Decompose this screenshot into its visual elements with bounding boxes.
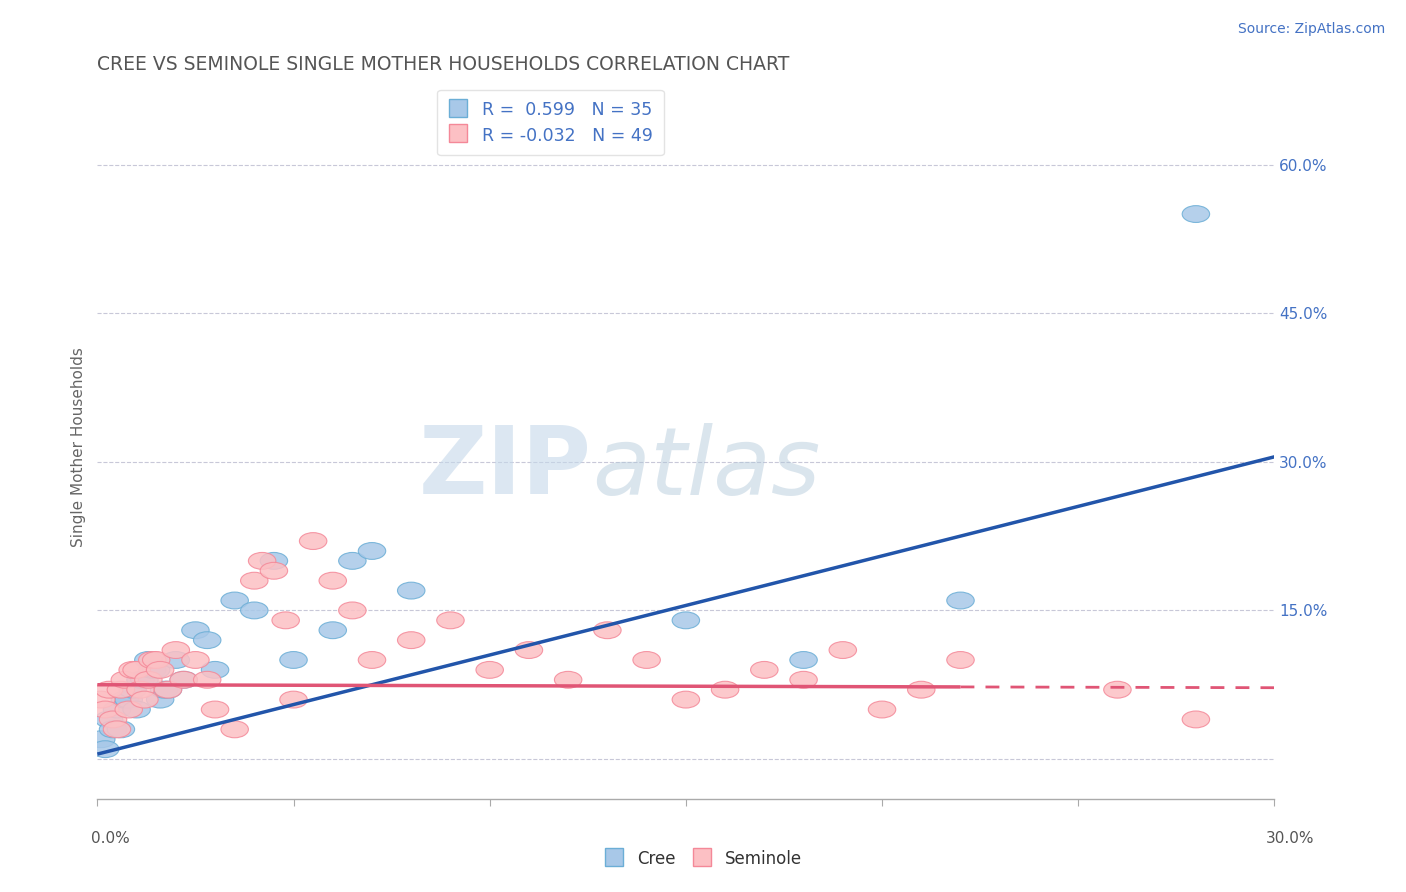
Ellipse shape (280, 691, 308, 708)
Text: Source: ZipAtlas.com: Source: ZipAtlas.com (1237, 22, 1385, 37)
Ellipse shape (201, 701, 229, 718)
Ellipse shape (162, 641, 190, 658)
Ellipse shape (249, 552, 276, 569)
Legend: Cree, Seminole: Cree, Seminole (598, 843, 808, 875)
Ellipse shape (221, 592, 249, 609)
Ellipse shape (122, 662, 150, 678)
Ellipse shape (150, 681, 177, 698)
Ellipse shape (96, 681, 122, 698)
Ellipse shape (120, 662, 146, 678)
Ellipse shape (240, 602, 269, 619)
Ellipse shape (907, 681, 935, 698)
Y-axis label: Single Mother Households: Single Mother Households (72, 347, 86, 547)
Ellipse shape (155, 681, 181, 698)
Ellipse shape (170, 672, 197, 689)
Ellipse shape (1182, 206, 1209, 222)
Ellipse shape (515, 641, 543, 658)
Ellipse shape (260, 552, 288, 569)
Ellipse shape (142, 651, 170, 668)
Ellipse shape (181, 651, 209, 668)
Ellipse shape (477, 662, 503, 678)
Ellipse shape (115, 701, 142, 718)
Ellipse shape (339, 602, 366, 619)
Ellipse shape (122, 701, 150, 718)
Text: CREE VS SEMINOLE SINGLE MOTHER HOUSEHOLDS CORRELATION CHART: CREE VS SEMINOLE SINGLE MOTHER HOUSEHOLD… (97, 55, 790, 74)
Ellipse shape (170, 672, 197, 689)
Ellipse shape (339, 552, 366, 569)
Ellipse shape (146, 691, 174, 708)
Ellipse shape (107, 681, 135, 698)
Ellipse shape (131, 691, 157, 708)
Ellipse shape (194, 672, 221, 689)
Ellipse shape (946, 592, 974, 609)
Ellipse shape (398, 582, 425, 599)
Ellipse shape (107, 721, 135, 738)
Ellipse shape (91, 701, 120, 718)
Text: 0.0%: 0.0% (91, 831, 131, 846)
Ellipse shape (100, 721, 127, 738)
Ellipse shape (115, 691, 142, 708)
Ellipse shape (162, 651, 190, 668)
Ellipse shape (790, 651, 817, 668)
Ellipse shape (672, 612, 700, 629)
Ellipse shape (240, 573, 269, 589)
Ellipse shape (946, 651, 974, 668)
Ellipse shape (790, 672, 817, 689)
Ellipse shape (398, 632, 425, 648)
Ellipse shape (135, 672, 162, 689)
Ellipse shape (103, 721, 131, 738)
Ellipse shape (100, 711, 127, 728)
Ellipse shape (135, 651, 162, 668)
Ellipse shape (672, 691, 700, 708)
Ellipse shape (111, 672, 139, 689)
Ellipse shape (194, 632, 221, 648)
Ellipse shape (437, 612, 464, 629)
Ellipse shape (139, 651, 166, 668)
Ellipse shape (96, 711, 122, 728)
Ellipse shape (155, 681, 181, 698)
Ellipse shape (830, 641, 856, 658)
Ellipse shape (633, 651, 661, 668)
Ellipse shape (120, 681, 146, 698)
Text: 30.0%: 30.0% (1267, 831, 1315, 846)
Text: ZIP: ZIP (419, 422, 592, 514)
Ellipse shape (869, 701, 896, 718)
Ellipse shape (142, 662, 170, 678)
Ellipse shape (87, 731, 115, 747)
Ellipse shape (87, 691, 115, 708)
Ellipse shape (201, 662, 229, 678)
Ellipse shape (139, 662, 166, 678)
Ellipse shape (221, 721, 249, 738)
Ellipse shape (181, 622, 209, 639)
Ellipse shape (146, 662, 174, 678)
Ellipse shape (593, 622, 621, 639)
Ellipse shape (554, 672, 582, 689)
Legend: R =  0.599   N = 35, R = -0.032   N = 49: R = 0.599 N = 35, R = -0.032 N = 49 (437, 90, 664, 155)
Ellipse shape (1104, 681, 1132, 698)
Ellipse shape (319, 622, 346, 639)
Text: atlas: atlas (592, 423, 820, 514)
Ellipse shape (319, 573, 346, 589)
Ellipse shape (131, 672, 157, 689)
Ellipse shape (260, 562, 288, 579)
Ellipse shape (751, 662, 778, 678)
Ellipse shape (299, 533, 326, 549)
Ellipse shape (103, 701, 131, 718)
Ellipse shape (359, 651, 385, 668)
Ellipse shape (127, 672, 155, 689)
Ellipse shape (91, 740, 120, 757)
Ellipse shape (711, 681, 738, 698)
Ellipse shape (1182, 711, 1209, 728)
Ellipse shape (127, 681, 155, 698)
Ellipse shape (271, 612, 299, 629)
Ellipse shape (111, 691, 139, 708)
Ellipse shape (280, 651, 308, 668)
Ellipse shape (359, 542, 385, 559)
